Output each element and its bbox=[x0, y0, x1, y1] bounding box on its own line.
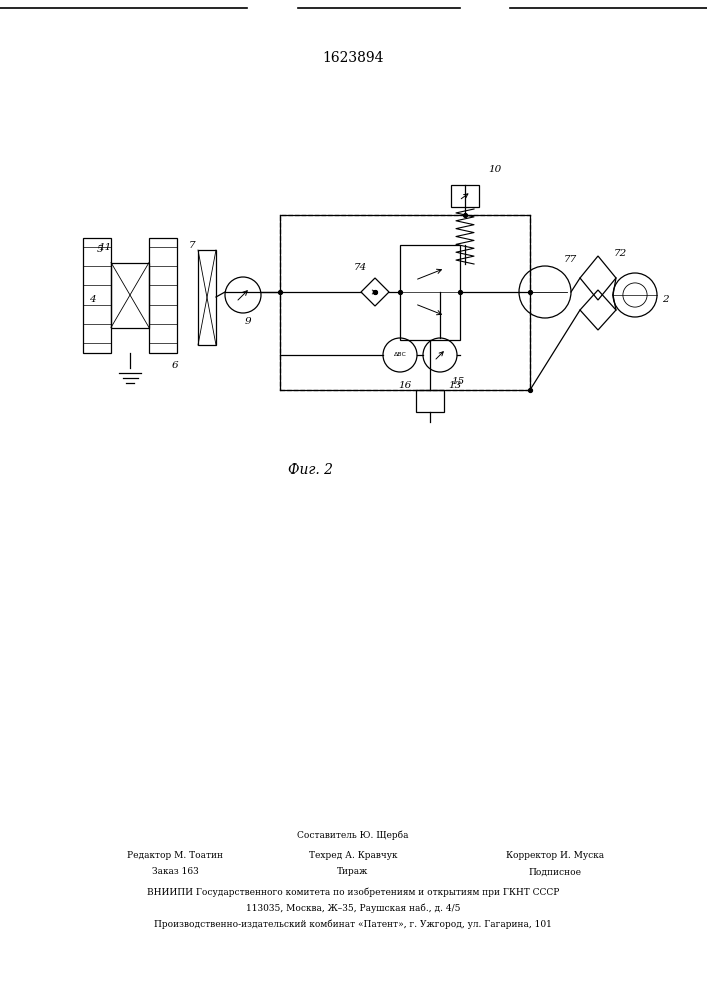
Text: 2: 2 bbox=[662, 296, 668, 304]
Bar bbox=[83, 237, 111, 353]
Text: Редактор М. Тоатин: Редактор М. Тоатин bbox=[127, 850, 223, 859]
Text: ВНИИПИ Государственного комитета по изобретениям и открытиям при ГКНТ СССР: ВНИИПИ Государственного комитета по изоб… bbox=[147, 887, 559, 897]
Bar bbox=[280, 215, 530, 390]
Text: 1623894: 1623894 bbox=[322, 51, 384, 65]
Bar bbox=[111, 262, 149, 328]
Text: Подписное: Подписное bbox=[529, 867, 581, 876]
Text: 6: 6 bbox=[172, 360, 178, 369]
Text: Техред А. Кравчук: Техред А. Кравчук bbox=[309, 850, 397, 859]
Text: 77: 77 bbox=[563, 255, 577, 264]
Text: 9: 9 bbox=[245, 318, 251, 326]
Bar bbox=[451, 185, 479, 207]
Text: 5: 5 bbox=[97, 245, 103, 254]
Text: Фиг. 2: Фиг. 2 bbox=[288, 463, 332, 477]
Text: ΔВС: ΔВС bbox=[394, 353, 407, 358]
Bar bbox=[400, 244, 460, 340]
Text: 74: 74 bbox=[354, 263, 367, 272]
Text: 16: 16 bbox=[398, 380, 411, 389]
Text: 15: 15 bbox=[451, 377, 464, 386]
Bar bbox=[416, 390, 444, 412]
Text: Составитель Ю. Щерба: Составитель Ю. Щерба bbox=[297, 830, 409, 840]
Text: Тираж: Тираж bbox=[337, 867, 368, 876]
Text: 72: 72 bbox=[614, 248, 626, 257]
Text: Корректор И. Муска: Корректор И. Муска bbox=[506, 850, 604, 859]
Text: 11: 11 bbox=[98, 243, 112, 252]
Text: Производственно-издательский комбинат «Патент», г. Ужгород, ул. Гагарина, 101: Производственно-издательский комбинат «П… bbox=[154, 919, 552, 929]
Text: 13: 13 bbox=[448, 380, 462, 389]
Text: 4: 4 bbox=[88, 296, 95, 304]
Text: Заказ 163: Заказ 163 bbox=[151, 867, 199, 876]
Text: 113035, Москва, Ж–35, Раушская наб., д. 4/5: 113035, Москва, Ж–35, Раушская наб., д. … bbox=[246, 903, 460, 913]
Bar bbox=[149, 237, 177, 353]
Bar bbox=[198, 250, 216, 345]
Text: 7: 7 bbox=[189, 240, 195, 249]
Text: 10: 10 bbox=[489, 165, 502, 174]
